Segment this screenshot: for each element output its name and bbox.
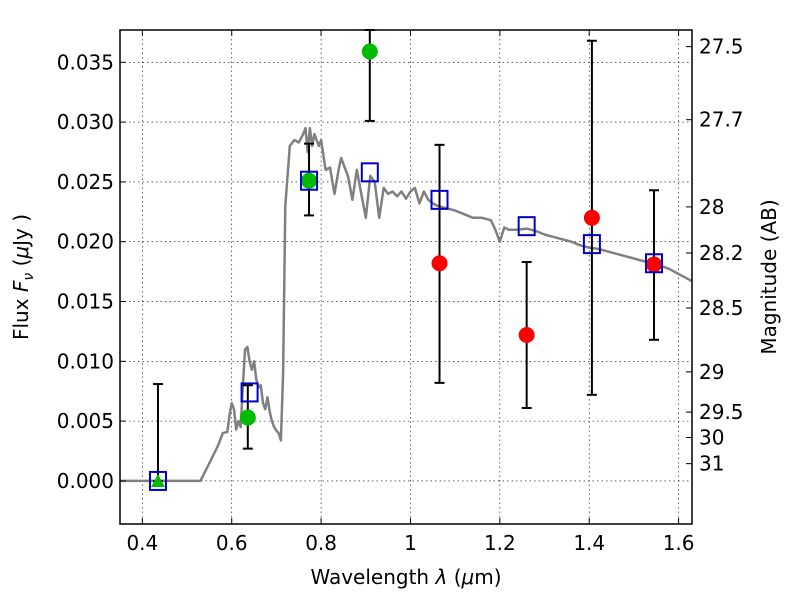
magnitude-tick-label: 30	[699, 426, 724, 450]
y-tick-label: 0.010	[57, 349, 114, 373]
x-tick-label: 1.2	[484, 531, 516, 555]
x-tick-label: 1.6	[663, 531, 695, 555]
y-tick-label: 0.005	[57, 409, 114, 433]
y2-axis-label: Magnitude (AB)	[757, 199, 781, 354]
model-point	[645, 253, 664, 274]
x-tick-label: 1	[404, 531, 417, 555]
photometry-point	[301, 172, 318, 189]
magnitude-tick-label: 31	[699, 452, 724, 476]
photometry-point	[361, 43, 378, 60]
photometry-point	[431, 255, 448, 272]
model-point	[582, 234, 601, 255]
y-tick-label: 0.030	[57, 110, 114, 134]
sed-curve	[120, 126, 693, 483]
model-point	[517, 216, 536, 237]
y-axis-label: Flux Fν (μJy )	[9, 214, 37, 340]
magnitude-tick-label: 28.2	[699, 241, 744, 265]
plot-frame	[119, 29, 693, 525]
magnitude-tick-label: 29.5	[699, 400, 744, 424]
x-tick-label: 0.6	[216, 531, 248, 555]
y-tick-label: 0.020	[57, 230, 114, 254]
upper-limit-point	[150, 473, 165, 487]
magnitude-tick-label: 29	[699, 360, 724, 384]
model-point	[148, 470, 167, 491]
magnitude-tick-label: 28	[699, 195, 724, 219]
photometry-point	[239, 409, 256, 426]
model-point	[360, 162, 379, 183]
plot-area	[120, 30, 692, 524]
photometry-point	[583, 209, 600, 226]
model-point	[430, 189, 449, 210]
data-markers	[148, 43, 664, 491]
model-point	[300, 170, 319, 191]
x-tick-label: 1.4	[573, 531, 605, 555]
y-tick-label: 0.000	[57, 469, 114, 493]
photometry-point	[646, 256, 663, 273]
x-axis-label: Wavelength λ (μm)	[310, 565, 501, 589]
sed-template-line	[120, 126, 693, 483]
magnitude-tick-label: 27.7	[699, 108, 744, 132]
grid	[120, 30, 692, 524]
magnitude-tick-label: 28.5	[699, 296, 744, 320]
y-tick-label: 0.015	[57, 290, 114, 314]
x-tick-label: 0.8	[305, 531, 337, 555]
axis-ticks: 0.4 0.6 0.8 1 1.2 1.4 1.6 0.000 0.005 0.010 0.015 0…	[57, 30, 744, 555]
model-point	[240, 382, 259, 403]
y-tick-label: 0.035	[57, 50, 114, 74]
photometry-point	[518, 327, 535, 344]
y-tick-label: 0.025	[57, 170, 114, 194]
x-tick-label: 0.4	[126, 531, 158, 555]
magnitude-tick-label: 27.5	[699, 35, 744, 59]
